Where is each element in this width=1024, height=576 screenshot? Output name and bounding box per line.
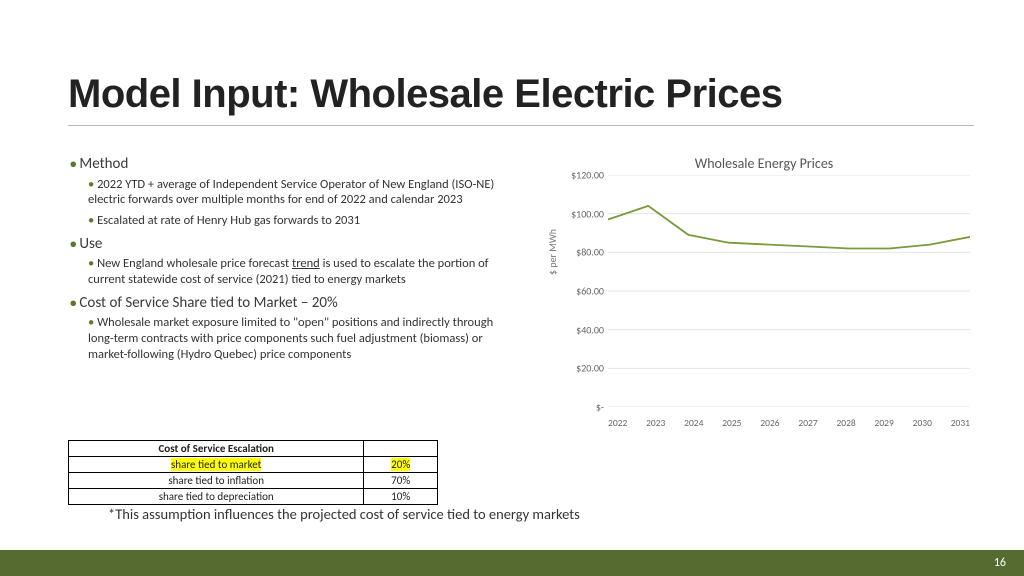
xtick-label: 2031 bbox=[951, 417, 970, 429]
chart-plot-area bbox=[608, 175, 970, 407]
footnote: *This assumption influences the projecte… bbox=[108, 505, 580, 523]
xtick-label: 2028 bbox=[836, 417, 855, 429]
xtick-label: 2022 bbox=[608, 417, 627, 429]
ytick-label: $20.00 bbox=[576, 362, 604, 375]
slide: { "title": "Model Input: Wholesale Elect… bbox=[0, 0, 1024, 576]
xtick-label: 2025 bbox=[722, 417, 741, 429]
bullet-cost: Cost of Service Share tied to Market – 2… bbox=[70, 294, 510, 363]
bullet-use: Use New England wholesale price forecast… bbox=[70, 235, 510, 288]
sub-bullet: Escalated at rate of Henry Hub gas forwa… bbox=[88, 213, 510, 229]
slide-title: Model Input: Wholesale Electric Prices bbox=[68, 72, 974, 117]
table-cell-label: share tied to market bbox=[69, 457, 364, 473]
ytick-label: $- bbox=[596, 401, 604, 414]
cost-table: Cost of Service Escalation share tied to… bbox=[68, 440, 438, 505]
chart-grid bbox=[608, 175, 970, 407]
right-column: Wholesale Energy Prices $ per MWh $- $20.… bbox=[528, 155, 974, 435]
table-row: share tied to inflation70% bbox=[69, 473, 438, 489]
page-number: 16 bbox=[994, 556, 1006, 570]
sub-bullet: 2022 YTD + average of Independent Servic… bbox=[88, 177, 510, 208]
table-row: share tied to depreciation10% bbox=[69, 489, 438, 505]
xtick-label: 2024 bbox=[684, 417, 703, 429]
xtick-label: 2026 bbox=[760, 417, 779, 429]
table-cell-value: 10% bbox=[364, 489, 438, 505]
table-cell-value: 20% bbox=[364, 457, 438, 473]
sub-bullet: Wholesale market exposure limited to "op… bbox=[88, 315, 510, 362]
table-header: Cost of Service Escalation bbox=[69, 441, 364, 457]
content-row: Method 2022 YTD + average of Independent… bbox=[70, 155, 974, 435]
bullet-head: Method bbox=[79, 155, 128, 173]
xtick-label: 2027 bbox=[798, 417, 817, 429]
ytick-label: $120.00 bbox=[571, 169, 604, 182]
table-cell-label: share tied to depreciation bbox=[69, 489, 364, 505]
chart-series-line bbox=[608, 206, 970, 249]
footer-bar: 16 bbox=[0, 550, 1024, 576]
xtick-label: 2023 bbox=[646, 417, 665, 429]
sub-bullet: New England wholesale price forecast tre… bbox=[88, 256, 510, 287]
chart-yticks: $-$20.00$40.00$60.00$80.00$100.00$120.00 bbox=[560, 175, 604, 407]
table-header-blank bbox=[364, 441, 438, 457]
table-cell-value: 70% bbox=[364, 473, 438, 489]
line-chart: Wholesale Energy Prices $ per MWh $-$20.… bbox=[554, 155, 974, 435]
chart-xticks: 2022 2023 2024 2025 2026 2027 2028 2029 2030 2031 bbox=[608, 417, 970, 429]
chart-svg bbox=[608, 175, 970, 407]
ytick-label: $60.00 bbox=[576, 285, 604, 298]
title-block: Model Input: Wholesale Electric Prices bbox=[68, 72, 974, 126]
bullet-method: Method 2022 YTD + average of Independent… bbox=[70, 155, 510, 229]
left-column: Method 2022 YTD + average of Independent… bbox=[70, 155, 510, 435]
table-cell-label: share tied to inflation bbox=[69, 473, 364, 489]
bullet-list: Method 2022 YTD + average of Independent… bbox=[70, 155, 510, 362]
bullet-head: Use bbox=[79, 235, 102, 253]
ytick-label: $80.00 bbox=[576, 246, 604, 259]
xtick-label: 2030 bbox=[913, 417, 932, 429]
bullet-head: Cost of Service Share tied to Market – 2… bbox=[79, 294, 337, 312]
ytick-label: $40.00 bbox=[576, 323, 604, 336]
ytick-label: $100.00 bbox=[571, 207, 604, 220]
table-row: share tied to market20% bbox=[69, 457, 438, 473]
title-rule bbox=[68, 125, 974, 126]
chart-ylabel: $ per MWh bbox=[546, 229, 559, 275]
chart-title: Wholesale Energy Prices bbox=[554, 155, 974, 172]
table-header-row: Cost of Service Escalation bbox=[69, 441, 438, 457]
xtick-label: 2029 bbox=[875, 417, 894, 429]
